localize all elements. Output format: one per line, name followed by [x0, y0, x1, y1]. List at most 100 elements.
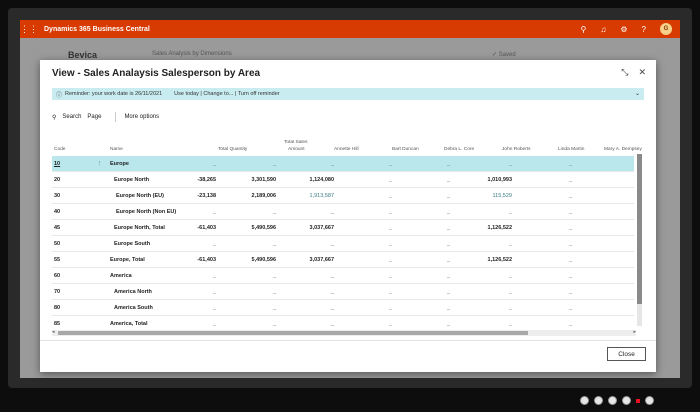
cell-qty: _	[212, 321, 216, 327]
table-row[interactable]: 30 Europe North (EU) -23,138 2,189,006 1,913…	[52, 188, 634, 204]
cell-linda: _	[568, 209, 572, 215]
cell-debra: _	[446, 161, 450, 167]
tray-icon[interactable]	[645, 396, 654, 405]
col-linda[interactable]: Linda Martin	[558, 147, 585, 152]
top-bar-icons: ⚲ ♫ ⚙ ? G	[581, 20, 672, 38]
close-icon[interactable]: ✕	[638, 67, 646, 77]
col-annette[interactable]: Annette Hill	[334, 147, 359, 152]
cell-amt: _	[272, 161, 276, 167]
cell-code: 40	[54, 209, 61, 215]
tray-icon[interactable]	[594, 396, 603, 405]
col-debra[interactable]: Debra L. Core	[444, 147, 475, 152]
cell-annette: _	[330, 273, 334, 279]
cell-amt: _	[272, 321, 276, 327]
search-button[interactable]: Search	[62, 114, 82, 120]
help-icon[interactable]: ?	[641, 24, 646, 34]
table-row[interactable]: 40 Europe North (Non EU) _ _ _ _ _ _ _	[52, 204, 634, 220]
table-row[interactable]: 85 America, Total _ _ _ _ _ _ _	[52, 316, 634, 328]
cell-john: _	[508, 209, 512, 215]
view-dialog: View - Sales Analaysis Salesperson by Ar…	[40, 60, 656, 372]
reminder-actions[interactable]: Use today | Change to... | Turn off remi…	[174, 91, 280, 97]
cell-annette: _	[330, 209, 334, 215]
scroll-right-icon[interactable]: ▸	[633, 329, 636, 335]
vertical-scroll-thumb[interactable]	[637, 154, 642, 304]
cell-annette: 3,037,667	[309, 257, 334, 263]
cell-amt: _	[272, 305, 276, 311]
cell-name: Europe, Total	[110, 257, 145, 263]
chevron-down-icon[interactable]: ⌄	[634, 91, 640, 97]
cell-annette: 3,037,667	[309, 225, 334, 231]
cell-annette: _	[330, 289, 334, 295]
cell-code: 80	[54, 305, 61, 311]
cell-qty: _	[212, 273, 216, 279]
row-menu-icon[interactable]: ⋮	[97, 161, 103, 167]
page-button[interactable]: Page	[87, 114, 102, 120]
cell-linda: _	[568, 305, 572, 311]
cell-name: America North	[114, 289, 152, 295]
table-row[interactable]: 70 America North _ _ _ _ _ _ _	[52, 284, 634, 300]
col-total-quantity[interactable]: Total Quantity	[218, 147, 248, 152]
cell-bart: _	[388, 161, 392, 167]
cell-qty: -61,403	[197, 257, 216, 263]
col-code[interactable]: Code	[54, 147, 66, 152]
analysis-grid: Code Name Total Quantity Total Sales Amo…	[52, 140, 642, 328]
cell-amt: _	[272, 241, 276, 247]
cell-qty: _	[212, 209, 216, 215]
more-options-button[interactable]: More options	[124, 114, 160, 120]
scroll-left-icon[interactable]: ◂	[52, 329, 55, 335]
col-total-sales-amount-line2[interactable]: Amount	[288, 147, 305, 152]
saved-status: ✓ Saved	[492, 52, 516, 58]
cell-annette: 1,913,587	[309, 193, 334, 199]
col-mary[interactable]: Mary A. Dempsey	[604, 147, 642, 152]
cell-linda: _	[568, 193, 572, 199]
table-row[interactable]: 10 ⋮ Europe _ _ _ _ _ _ _	[52, 156, 634, 172]
cell-amt: 5,490,596	[251, 257, 276, 263]
col-bart[interactable]: Bart Duncan	[392, 147, 419, 152]
cell-code: 45	[54, 225, 61, 231]
cell-john: _	[508, 161, 512, 167]
vertical-scrollbar[interactable]	[637, 154, 642, 326]
bell-icon[interactable]: ♫	[600, 24, 607, 34]
close-button[interactable]: Close	[607, 347, 646, 361]
table-row[interactable]: 50 Europe South _ _ _ _ _ _ _	[52, 236, 634, 252]
collapse-icon[interactable]: ⤡	[621, 67, 629, 77]
horizontal-scrollbar[interactable]: ◂ ▸	[52, 329, 636, 336]
top-bar: ⋮⋮ Dynamics 365 Business Central ⚲ ♫ ⚙ ?…	[20, 20, 680, 38]
cell-name: Europe North (Non EU)	[116, 209, 177, 215]
waffle-icon[interactable]: ⋮⋮	[20, 23, 38, 34]
cell-code: 30	[54, 193, 61, 199]
footer-divider	[40, 340, 656, 341]
cell-amt: 2,189,006	[251, 193, 276, 199]
table-row[interactable]: 80 America South _ _ _ _ _ _ _	[52, 300, 634, 316]
cell-bart: _	[388, 241, 392, 247]
action-bar: ⚲ Search Page More options	[52, 112, 165, 122]
avatar[interactable]: G	[660, 23, 672, 35]
col-name[interactable]: Name	[110, 147, 123, 152]
search-icon[interactable]: ⚲	[580, 24, 587, 34]
col-john[interactable]: John Roberts	[502, 147, 531, 152]
cell-qty: -23,138	[197, 193, 216, 199]
cell-linda: _	[568, 289, 572, 295]
table-row[interactable]: 55 Europe, Total -61,403 5,490,596 3,037,667…	[52, 252, 634, 268]
search-icon[interactable]: ⚲	[52, 114, 57, 121]
table-row[interactable]: 60 America _ _ _ _ _ _ _	[52, 268, 634, 284]
gear-icon[interactable]: ⚙	[620, 24, 628, 34]
col-total-sales-amount-line1[interactable]: Total Sales	[284, 140, 308, 145]
horizontal-scroll-thumb[interactable]	[58, 331, 528, 335]
tray-icon[interactable]	[608, 396, 617, 405]
cell-john: _	[508, 305, 512, 311]
tray-icon[interactable]	[580, 396, 589, 405]
info-icon: ⓘ	[56, 92, 63, 99]
dialog-title: View - Sales Analaysis Salesperson by Ar…	[52, 68, 261, 79]
work-date-reminder: ⓘ Reminder: your work date is 26/11/2021…	[52, 88, 644, 100]
table-row[interactable]: 20 Europe North -38,265 3,301,590 1,124,080 _…	[52, 172, 634, 188]
table-row[interactable]: 45 Europe North, Total -61,403 5,490,596 3,0…	[52, 220, 634, 236]
cell-bart: _	[388, 257, 392, 263]
tray-icon[interactable]	[622, 396, 631, 405]
cell-qty: _	[212, 161, 216, 167]
cell-name: Europe North, Total	[114, 225, 165, 231]
cell-name: Europe North (EU)	[116, 193, 164, 199]
divider	[115, 112, 117, 122]
cell-bart: _	[388, 193, 392, 199]
cell-code: 60	[54, 273, 61, 279]
